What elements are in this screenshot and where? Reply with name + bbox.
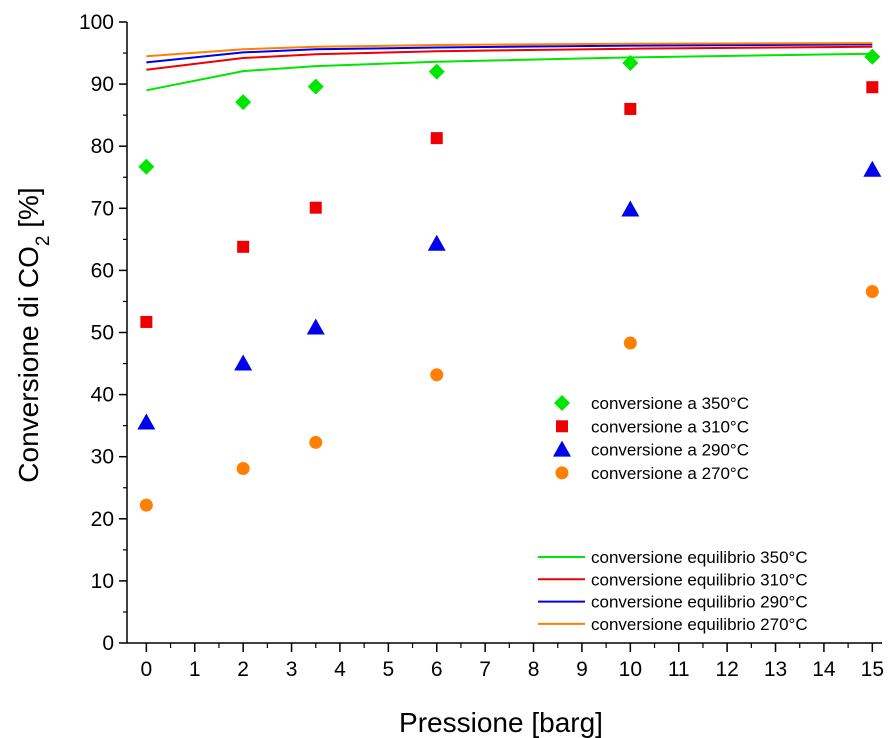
conversione-a-290c-point bbox=[427, 234, 446, 251]
legend-label: conversione equilibrio 270°C bbox=[591, 615, 808, 634]
x-tick-label: 5 bbox=[383, 658, 395, 681]
legend-swatch bbox=[555, 466, 569, 480]
x-tick-label: 15 bbox=[861, 658, 884, 681]
conversione-a-290c-point bbox=[234, 354, 253, 371]
y-tick-label: 80 bbox=[91, 135, 114, 158]
conversione-equilibrio-310c-line bbox=[146, 45, 873, 71]
y-axis-title-subscript: 2 bbox=[33, 236, 54, 247]
y-axis-title-suffix: [%] bbox=[13, 187, 44, 235]
y-tick-label: 70 bbox=[91, 197, 114, 220]
legend-swatch bbox=[556, 420, 568, 433]
x-tick-label: 13 bbox=[764, 658, 787, 681]
y-tick-label: 10 bbox=[91, 570, 114, 593]
legend-swatch bbox=[553, 440, 571, 457]
conversione-a-270c-point bbox=[309, 435, 323, 449]
y-tick-label: 60 bbox=[91, 259, 114, 282]
x-tick-label: 8 bbox=[528, 658, 540, 681]
conversione-a-350c-point bbox=[622, 54, 639, 71]
legend-label: conversione a 290°C bbox=[591, 441, 749, 460]
y-tick-label: 20 bbox=[91, 508, 114, 531]
conversione-a-350c-point bbox=[428, 63, 445, 80]
conversione-a-310c-point bbox=[237, 240, 250, 253]
conversione-a-310c-point bbox=[309, 201, 322, 214]
x-tick-label: 7 bbox=[479, 658, 491, 681]
x-tick-label: 9 bbox=[576, 658, 588, 681]
y-tick-label: 100 bbox=[79, 11, 114, 34]
legend-label: conversione equilibrio 290°C bbox=[591, 593, 808, 612]
conversione-a-270c-point bbox=[139, 498, 153, 512]
x-tick-label: 0 bbox=[141, 658, 153, 681]
x-tick-label: 4 bbox=[334, 658, 346, 681]
conversione-equilibrio-270c-line bbox=[146, 42, 873, 58]
x-tick-label: 1 bbox=[189, 658, 201, 681]
x-tick-label: 12 bbox=[715, 658, 738, 681]
conversione-a-270c-point bbox=[865, 285, 879, 299]
x-tick-label: 14 bbox=[812, 658, 836, 681]
legend-label: conversione a 270°C bbox=[591, 464, 749, 483]
y-tick-label: 40 bbox=[91, 384, 114, 407]
data-markers-layer bbox=[137, 48, 882, 512]
y-tick-label: 0 bbox=[102, 632, 114, 655]
y-tick-label: 90 bbox=[91, 73, 114, 96]
legend-label: conversione equilibrio 310°C bbox=[591, 570, 808, 589]
y-tick-label: 30 bbox=[91, 446, 114, 469]
conversione-equilibrio-350c-line bbox=[146, 52, 873, 92]
x-tick-label: 2 bbox=[237, 658, 249, 681]
conversione-a-310c-point bbox=[430, 132, 443, 145]
conversione-a-290c-point bbox=[306, 318, 325, 335]
conversione-a-290c-point bbox=[137, 413, 156, 430]
conversione-a-310c-point bbox=[866, 81, 879, 94]
y-axis-title: Conversione di CO2 [%] bbox=[13, 187, 54, 482]
legend-label: conversione a 310°C bbox=[591, 417, 749, 436]
legend-label: conversione equilibrio 350°C bbox=[591, 548, 808, 567]
conversione-a-310c-point bbox=[140, 315, 153, 328]
conversione-a-310c-point bbox=[624, 102, 637, 115]
conversione-equilibrio-290c-line bbox=[146, 43, 873, 64]
equilibrium-lines-layer bbox=[146, 42, 873, 92]
x-axis-title: Pressione [barg] bbox=[399, 707, 603, 738]
x-tick-label: 3 bbox=[286, 658, 298, 681]
conversione-a-350c-point bbox=[864, 48, 881, 65]
y-axis-title-main: Conversione di CO bbox=[13, 246, 44, 483]
conversione-a-270c-point bbox=[430, 368, 444, 382]
x-tick-label: 10 bbox=[619, 658, 642, 681]
conversione-a-290c-point bbox=[621, 200, 640, 217]
legend-swatch bbox=[554, 395, 570, 411]
x-tick-label: 6 bbox=[431, 658, 443, 681]
conversione-a-270c-point bbox=[623, 336, 637, 350]
legend: conversione a 350°C conversione a 310°C co… bbox=[538, 394, 808, 634]
conversione-a-270c-point bbox=[236, 461, 250, 475]
conversione-a-350c-point bbox=[138, 158, 155, 175]
conversione-a-350c-point bbox=[307, 78, 324, 95]
x-tick-label: 11 bbox=[668, 658, 690, 681]
legend-label: conversione a 350°C bbox=[591, 394, 749, 413]
conversione-a-290c-point bbox=[863, 160, 882, 177]
conversione-a-350c-point bbox=[235, 94, 252, 111]
y-tick-label: 50 bbox=[91, 322, 114, 345]
